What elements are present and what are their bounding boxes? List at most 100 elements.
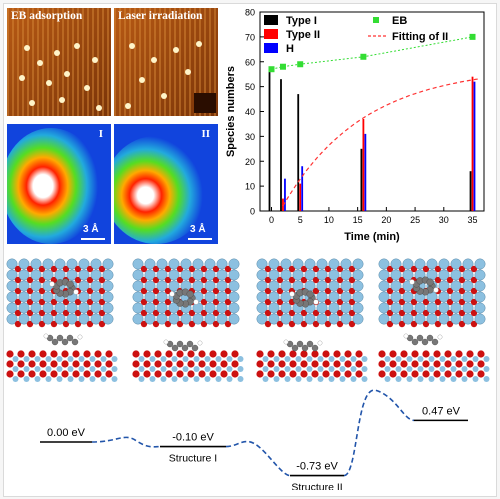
ti-atom [426, 302, 438, 314]
o-atom [50, 320, 58, 328]
o-atom [324, 320, 332, 328]
o-atom [470, 265, 478, 273]
ti-atom [6, 280, 18, 292]
ti-atom [216, 269, 228, 281]
ti-atom [350, 356, 357, 362]
ti-atom [352, 269, 364, 281]
ti-atom [18, 269, 30, 281]
o-atom [200, 265, 208, 273]
o-atom [411, 350, 419, 358]
ti-atom [193, 366, 200, 372]
ti-atom [215, 376, 222, 382]
o-atom [300, 320, 308, 328]
ti-atom [228, 302, 240, 314]
h-atom [409, 279, 415, 285]
ti-atom [352, 280, 364, 292]
o-atom [300, 370, 308, 378]
o-atom [444, 370, 452, 378]
o-atom [300, 265, 308, 273]
o-atom [50, 360, 58, 368]
ti-atom [390, 269, 402, 281]
ti-atom [182, 366, 189, 372]
o-atom [74, 309, 82, 317]
stm-label-I: I [98, 128, 103, 140]
o-atom [477, 360, 485, 368]
ti-atom [340, 291, 352, 303]
o-atom [86, 309, 94, 317]
ti-atom [438, 302, 450, 314]
ti-atom [30, 291, 42, 303]
ti-atom [66, 258, 78, 270]
o-atom [458, 298, 466, 306]
ti-atom [450, 366, 457, 372]
ti-atom [228, 291, 240, 303]
o-atom [220, 360, 228, 368]
o-atom [267, 360, 275, 368]
ti-atom [12, 376, 19, 382]
o-atom [176, 320, 184, 328]
o-atom [132, 360, 140, 368]
ti-atom [390, 280, 402, 292]
o-atom [74, 320, 82, 328]
ti-atom [273, 366, 280, 372]
ti-atom [361, 376, 368, 382]
o-atom [212, 265, 220, 273]
ti-atom [111, 366, 118, 372]
ti-atom [182, 356, 189, 362]
x-tick-label: 20 [381, 215, 391, 225]
ti-atom [156, 280, 168, 292]
o-atom [176, 360, 184, 368]
o-atom [176, 265, 184, 273]
o-atom [152, 287, 160, 295]
ti-atom [402, 258, 414, 270]
h-atom [283, 339, 289, 345]
o-atom [312, 309, 320, 317]
ti-atom [215, 356, 222, 362]
ti-atom [390, 313, 402, 325]
o-atom [165, 370, 173, 378]
ti-atom [90, 280, 102, 292]
bar-h [284, 178, 286, 211]
o-atom [38, 287, 46, 295]
ti-atom [78, 376, 85, 382]
structure-panel-3 [256, 258, 368, 382]
o-atom [86, 298, 94, 306]
o-atom [231, 360, 239, 368]
y-tick-label: 80 [245, 8, 255, 18]
o-atom [140, 309, 148, 317]
o-atom [400, 350, 408, 358]
ti-atom [171, 376, 178, 382]
o-atom [231, 350, 239, 358]
ti-atom [168, 313, 180, 325]
o-atom [455, 370, 463, 378]
ti-atom [54, 302, 66, 314]
ti-atom [100, 366, 107, 372]
stm-surface-1 [7, 8, 111, 116]
o-atom [200, 276, 208, 284]
ti-atom [18, 280, 30, 292]
o-atom [14, 287, 22, 295]
o-atom [278, 370, 286, 378]
o-atom [140, 265, 148, 273]
ti-atom [273, 356, 280, 362]
o-atom [455, 350, 463, 358]
ti-atom [402, 269, 414, 281]
o-atom [176, 350, 184, 358]
ti-atom [23, 366, 30, 372]
ti-atom [168, 302, 180, 314]
atomic-structures [6, 258, 490, 382]
ti-atom [100, 356, 107, 362]
ti-atom [340, 269, 352, 281]
o-atom [72, 360, 80, 368]
o-atom [446, 287, 454, 295]
energy-label: 0.47 eV [422, 405, 461, 417]
x-tick-label: 5 [298, 215, 303, 225]
ti-atom [462, 269, 474, 281]
ti-atom [12, 356, 19, 362]
ti-atom [395, 356, 402, 362]
o-atom [466, 370, 474, 378]
o-atom [152, 309, 160, 317]
ti-atom [204, 280, 216, 292]
stm-contour-1 [7, 124, 111, 244]
structure-name: Structure I [169, 453, 217, 465]
